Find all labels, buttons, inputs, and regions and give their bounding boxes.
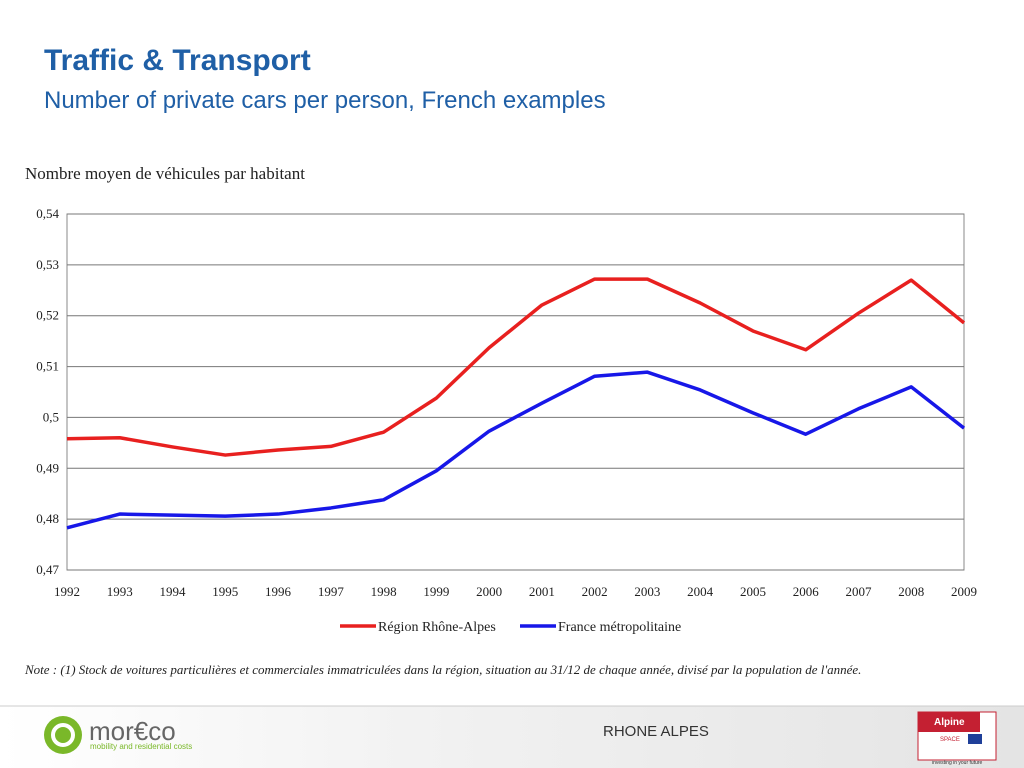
- slide-subtitle: Number of private cars per person, Frenc…: [44, 87, 606, 114]
- badge-sub: SPACE: [940, 737, 960, 743]
- x-tick-label: 1994: [160, 584, 187, 599]
- plot: 0,47 0,48 0,49 0,5 0,51 0,52 0,53 0,54 1992 1993 1…: [36, 206, 977, 635]
- y-tick-label: 0,52: [36, 308, 59, 323]
- x-tick-label: 2004: [687, 584, 714, 599]
- series-line: [66, 277, 966, 457]
- y-tick-label: 0,51: [36, 359, 59, 374]
- y-tick-label: 0,53: [36, 257, 59, 272]
- y-tick-label: 0,5: [43, 409, 59, 424]
- legend-label: Région Rhône-Alpes: [378, 620, 496, 635]
- logo-circle: [44, 716, 82, 754]
- x-tick-label: 1992: [54, 584, 80, 599]
- x-tick-label: 1996: [265, 584, 292, 599]
- x-tick-label: 2009: [951, 584, 977, 599]
- note: Note : (1) Stock de voitures particulièr…: [24, 662, 861, 677]
- x-tick-label: 2007: [845, 584, 872, 599]
- slide-title: Traffic & Transport: [44, 44, 311, 77]
- y-tick-label: 0,48: [36, 511, 59, 526]
- x-tick-label: 1999: [423, 584, 449, 599]
- x-tick-label: 2000: [476, 584, 502, 599]
- y-tick-label: 0,49: [36, 460, 59, 475]
- x-tick-label: 2005: [740, 584, 766, 599]
- y-tick-label: 0,47: [36, 562, 59, 577]
- x-tick-label: 1998: [371, 584, 397, 599]
- badge-title: Alpine: [934, 717, 965, 728]
- x-tick-label: 1993: [107, 584, 133, 599]
- badge-motto: investing in your future: [932, 760, 983, 766]
- logo-tagline: mobility and residential costs: [90, 742, 192, 751]
- footer-band: [0, 706, 1024, 768]
- logo-ring: [51, 723, 75, 747]
- x-tick-label: 2003: [634, 584, 660, 599]
- legend-label: France métropolitaine: [558, 620, 681, 635]
- series-line: [66, 370, 966, 530]
- chart-title: Nombre moyen de véhicules par habitant: [25, 164, 305, 183]
- x-tick-label: 2006: [793, 584, 820, 599]
- badge-band: [918, 712, 980, 732]
- x-tick-label: 1995: [212, 584, 238, 599]
- x-tick-label: 1997: [318, 584, 345, 599]
- x-tick-label: 2001: [529, 584, 555, 599]
- eu-flag: [968, 734, 982, 744]
- x-tick-label: 2008: [898, 584, 924, 599]
- logo-name: mor€co: [89, 716, 176, 746]
- x-tick-label: 2002: [582, 584, 608, 599]
- y-tick-label: 0,54: [36, 206, 59, 221]
- footer-text: RHONE ALPES: [603, 723, 709, 740]
